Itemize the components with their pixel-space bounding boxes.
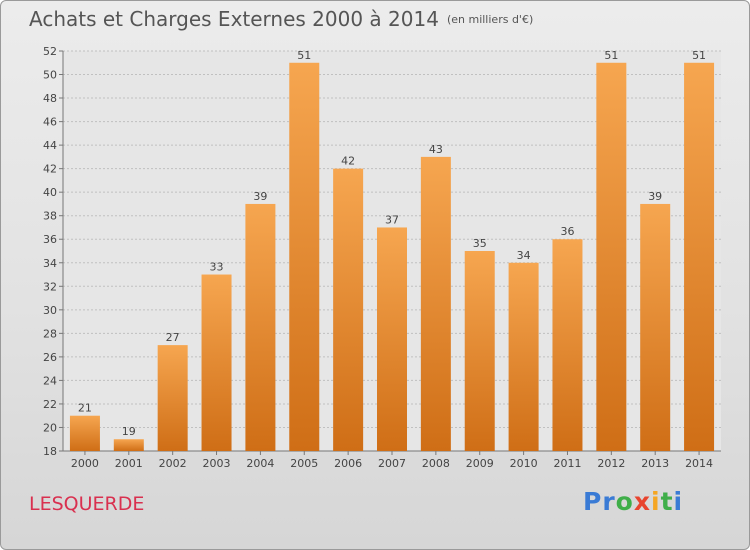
bar [289, 62, 320, 451]
x-tick-label: 2002 [159, 457, 187, 470]
bar [69, 415, 100, 451]
x-tick-label: 2004 [246, 457, 274, 470]
bar-value-label: 21 [78, 402, 92, 415]
bar-value-label: 33 [210, 261, 224, 274]
bar [596, 62, 627, 451]
bar-value-label: 34 [517, 249, 531, 262]
bar [684, 62, 715, 451]
y-tick-label: 50 [43, 69, 57, 82]
bar-value-label: 42 [341, 155, 355, 168]
bar-value-label: 39 [253, 190, 267, 203]
bar-value-label: 43 [429, 143, 443, 156]
commune-name: LESQUERDE [29, 493, 145, 515]
bar [552, 239, 583, 451]
x-tick-label: 2010 [510, 457, 538, 470]
logo-letter: P [583, 487, 603, 516]
y-tick-label: 40 [43, 186, 57, 199]
bar-value-label: 37 [385, 213, 399, 226]
x-tick-label: 2014 [685, 457, 713, 470]
bar [113, 439, 144, 451]
x-tick-label: 2001 [115, 457, 143, 470]
bar [508, 262, 539, 451]
x-tick-label: 2011 [553, 457, 581, 470]
x-tick-label: 2012 [597, 457, 625, 470]
logo-letter: x [633, 487, 651, 516]
x-tick-label: 2006 [334, 457, 362, 470]
bar [420, 156, 451, 451]
x-tick-label: 2007 [378, 457, 406, 470]
bar [201, 274, 232, 451]
chart-title-text: Achats et Charges Externes 2000 à 2014 [29, 7, 439, 31]
bar-value-label: 51 [692, 49, 706, 62]
x-tick-label: 2008 [422, 457, 450, 470]
y-tick-label: 38 [43, 210, 57, 223]
y-tick-label: 46 [43, 116, 57, 129]
x-tick-label: 2000 [71, 457, 99, 470]
y-tick-label: 24 [43, 374, 57, 387]
bar-value-label: 51 [604, 49, 618, 62]
bar [333, 168, 364, 451]
y-tick-label: 28 [43, 327, 57, 340]
y-tick-label: 48 [43, 92, 57, 105]
logo-letter: t [660, 487, 674, 516]
bar [157, 345, 188, 451]
y-tick-label: 20 [43, 421, 57, 434]
y-tick-label: 18 [43, 445, 57, 458]
y-tick-label: 30 [43, 304, 57, 317]
bar-value-label: 36 [560, 225, 574, 238]
y-tick-label: 44 [43, 139, 57, 152]
logo-letter: i [651, 487, 661, 516]
chart-title: Achats et Charges Externes 2000 à 2014 (e… [29, 7, 533, 31]
x-tick-label: 2009 [466, 457, 494, 470]
bar [245, 203, 276, 451]
x-tick-label: 2013 [641, 457, 669, 470]
y-tick-label: 34 [43, 257, 57, 270]
y-tick-label: 32 [43, 280, 57, 293]
y-tick-label: 42 [43, 163, 57, 176]
proxiti-logo: Proxiti [583, 487, 683, 516]
bar-value-label: 27 [166, 331, 180, 344]
logo-letter: r [602, 487, 616, 516]
bar-value-label: 39 [648, 190, 662, 203]
y-tick-label: 22 [43, 398, 57, 411]
x-tick-label: 2005 [290, 457, 318, 470]
bar [464, 251, 495, 451]
logo-letter: i [673, 487, 684, 516]
bar-value-label: 51 [297, 49, 311, 62]
y-tick-label: 26 [43, 351, 57, 364]
chart-subtitle: (en milliers d'€) [446, 13, 534, 26]
y-tick-label: 36 [43, 233, 57, 246]
x-tick-label: 2003 [203, 457, 231, 470]
y-tick-label: 52 [43, 45, 57, 58]
bar [640, 203, 671, 451]
bar-value-label: 19 [122, 425, 136, 438]
logo-letter: o [615, 487, 634, 516]
bar [377, 227, 407, 451]
bar-value-label: 35 [473, 237, 487, 250]
